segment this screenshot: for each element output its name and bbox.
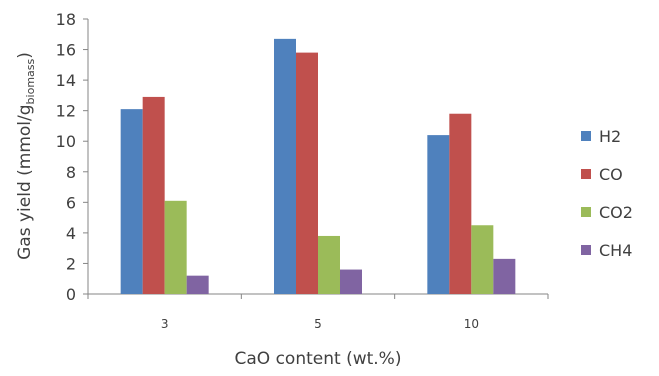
legend-label-co: CO [599, 165, 623, 184]
legend-swatch-co [581, 169, 591, 179]
y-tick-label: 14 [56, 71, 76, 90]
y-axis-title: Gas yield (mmol/gbiomass) [15, 52, 37, 260]
y-axis-title-subscript: biomass [24, 58, 37, 104]
x-tick-label: 3 [161, 317, 169, 331]
legend-label-co2: CO2 [599, 203, 633, 222]
x-tick-label: 10 [464, 317, 479, 331]
bar-ch4-3 [186, 275, 209, 294]
bar-co-3 [142, 96, 165, 295]
bar-h2-3 [120, 109, 143, 294]
bar-ch4-5 [340, 269, 362, 294]
legend: H2 CO CO2 CH4 [581, 127, 633, 260]
x-axis-title: CaO content (wt.%) [235, 349, 402, 369]
bar-ch4-10 [493, 258, 516, 294]
y-axis-title-main: Gas yield (mmol/g [15, 104, 35, 259]
y-axis-title-suffix: ) [15, 52, 35, 59]
bar-co2-3 [164, 200, 187, 294]
x-tick-label: 5 [314, 317, 322, 331]
y-tick-label: 8 [66, 163, 76, 182]
y-tick-label: 18 [56, 10, 76, 29]
legend-label-ch4: CH4 [599, 241, 632, 260]
y-tick-label: 6 [66, 193, 76, 212]
y-tick-label: 10 [56, 132, 76, 151]
y-tick-label: 4 [66, 224, 76, 243]
bar-co-5 [296, 52, 318, 294]
bar-h2-5 [274, 38, 296, 294]
y-ticks: 0 2 4 6 8 10 12 14 16 18 [56, 10, 88, 304]
legend-swatch-ch4 [581, 245, 591, 255]
y-tick-label: 12 [56, 102, 76, 121]
legend-label-h2: H2 [599, 127, 621, 146]
x-ticks: 3 5 10 [87, 294, 549, 331]
y-tick-label: 2 [66, 254, 76, 273]
y-tick-label: 16 [56, 41, 76, 60]
bar-co2-10 [471, 225, 494, 294]
bars [120, 38, 516, 295]
bar-co-10 [449, 113, 472, 294]
bar-h2-10 [427, 135, 450, 294]
legend-swatch-h2 [581, 131, 591, 141]
bar-co2-5 [318, 235, 340, 294]
y-tick-label: 0 [66, 285, 76, 304]
legend-swatch-co2 [581, 207, 591, 217]
